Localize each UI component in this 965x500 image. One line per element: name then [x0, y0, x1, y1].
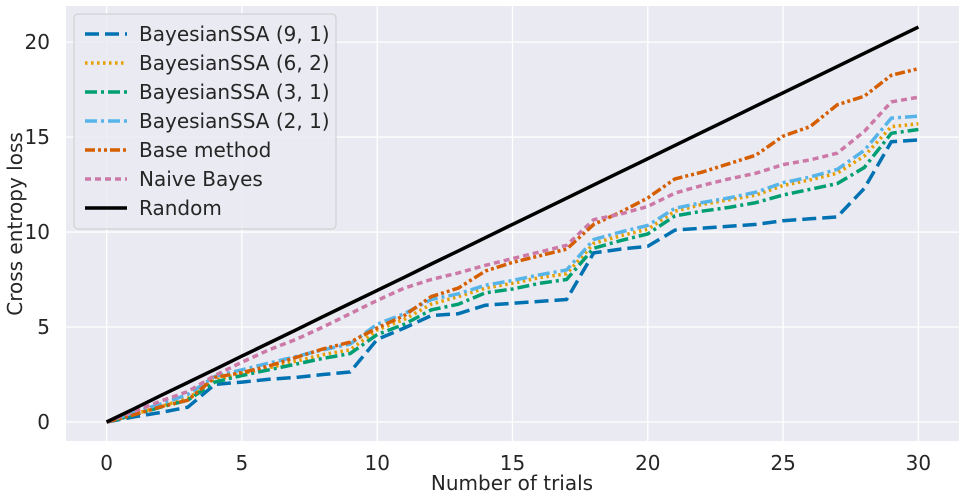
x-tick-label: 0 — [100, 451, 113, 475]
legend-label: BayesianSSA (2, 1) — [139, 109, 330, 133]
x-tick-label: 20 — [635, 451, 660, 475]
x-tick-label: 5 — [236, 451, 249, 475]
y-tick-label: 5 — [37, 315, 50, 339]
legend-label: Random — [139, 196, 222, 220]
legend-box — [73, 13, 337, 230]
legend-label: Base method — [139, 138, 271, 162]
y-tick-label: 15 — [25, 125, 50, 149]
x-axis-label: Number of trials — [431, 471, 593, 495]
y-tick-label: 20 — [25, 30, 50, 54]
series-line-naive-bayes — [105, 95, 919, 424]
tick-labels: 0 5 10 15 20 25 30 0 5 10 15 20 — [25, 30, 932, 475]
legend: BayesianSSA (9, 1) BayesianSSA (6, 2) Baye… — [73, 13, 337, 230]
x-tick-label: 10 — [364, 451, 389, 475]
series-line-bayesianssa-9-1 — [106, 138, 919, 424]
legend-label: Naive Bayes — [139, 167, 263, 191]
series-line-bayesianssa-2-1 — [106, 114, 919, 424]
series-line-base-method — [106, 66, 919, 424]
series-line-random — [105, 25, 920, 424]
legend-label: BayesianSSA (9, 1) — [139, 22, 330, 46]
x-tick-label: 15 — [500, 451, 525, 475]
y-tick-label: 0 — [37, 410, 50, 434]
legend-label: BayesianSSA (6, 2) — [139, 51, 330, 75]
y-axis-label: Cross entropy loss — [3, 132, 27, 316]
y-tick-label: 10 — [25, 220, 50, 244]
x-tick-label: 30 — [906, 451, 931, 475]
x-tick-label: 25 — [770, 451, 795, 475]
series-layer — [105, 25, 920, 424]
legend-label: BayesianSSA (3, 1) — [139, 80, 330, 104]
series-line-bayesianssa-3-1 — [106, 127, 919, 424]
